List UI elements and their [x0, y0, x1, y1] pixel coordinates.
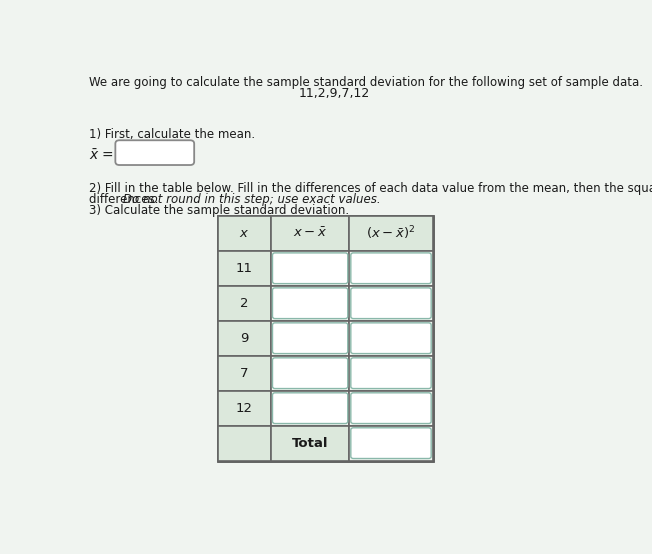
Text: $x - \bar{x}$: $x - \bar{x}$: [293, 227, 327, 240]
FancyBboxPatch shape: [218, 321, 271, 356]
Text: differences.: differences.: [89, 193, 162, 206]
FancyBboxPatch shape: [349, 321, 433, 356]
Text: We are going to calculate the sample standard deviation for the following set of: We are going to calculate the sample sta…: [89, 76, 643, 89]
Text: 11,2,9,7,12: 11,2,9,7,12: [299, 87, 370, 100]
Text: 12: 12: [236, 402, 253, 415]
FancyBboxPatch shape: [271, 216, 349, 251]
Text: 1) First, calculate the mean.: 1) First, calculate the mean.: [89, 129, 255, 141]
FancyBboxPatch shape: [351, 323, 431, 353]
FancyBboxPatch shape: [349, 251, 433, 286]
FancyBboxPatch shape: [351, 253, 431, 284]
Text: $\bar{x}$ =: $\bar{x}$ =: [89, 148, 114, 163]
FancyBboxPatch shape: [273, 323, 348, 353]
FancyBboxPatch shape: [218, 251, 271, 286]
Text: 2: 2: [240, 297, 248, 310]
FancyBboxPatch shape: [273, 393, 348, 423]
FancyBboxPatch shape: [349, 216, 433, 251]
Text: 11: 11: [236, 261, 253, 275]
FancyBboxPatch shape: [271, 356, 349, 391]
Text: 9: 9: [241, 332, 248, 345]
FancyBboxPatch shape: [349, 286, 433, 321]
FancyBboxPatch shape: [218, 216, 271, 251]
FancyBboxPatch shape: [351, 393, 431, 423]
FancyBboxPatch shape: [218, 216, 433, 460]
FancyBboxPatch shape: [351, 288, 431, 319]
FancyBboxPatch shape: [349, 356, 433, 391]
FancyBboxPatch shape: [271, 425, 349, 460]
Text: Total: Total: [292, 437, 329, 450]
Text: 3) Calculate the sample standard deviation.: 3) Calculate the sample standard deviati…: [89, 204, 349, 217]
Text: 7: 7: [240, 367, 248, 379]
FancyBboxPatch shape: [218, 356, 271, 391]
FancyBboxPatch shape: [349, 391, 433, 425]
Text: $(x - \bar{x})^2$: $(x - \bar{x})^2$: [366, 224, 416, 242]
Text: $x$: $x$: [239, 227, 250, 240]
FancyBboxPatch shape: [115, 140, 194, 165]
FancyBboxPatch shape: [218, 286, 271, 321]
FancyBboxPatch shape: [273, 288, 348, 319]
FancyBboxPatch shape: [273, 253, 348, 284]
FancyBboxPatch shape: [271, 321, 349, 356]
FancyBboxPatch shape: [271, 286, 349, 321]
Text: 2) Fill in the table below. Fill in the differences of each data value from the : 2) Fill in the table below. Fill in the …: [89, 182, 652, 194]
Text: Do not round in this step; use exact values.: Do not round in this step; use exact val…: [123, 193, 381, 206]
FancyBboxPatch shape: [349, 425, 433, 460]
FancyBboxPatch shape: [218, 391, 271, 425]
FancyBboxPatch shape: [351, 428, 431, 459]
FancyBboxPatch shape: [273, 358, 348, 388]
FancyBboxPatch shape: [271, 251, 349, 286]
FancyBboxPatch shape: [351, 358, 431, 388]
FancyBboxPatch shape: [218, 425, 271, 460]
FancyBboxPatch shape: [271, 391, 349, 425]
